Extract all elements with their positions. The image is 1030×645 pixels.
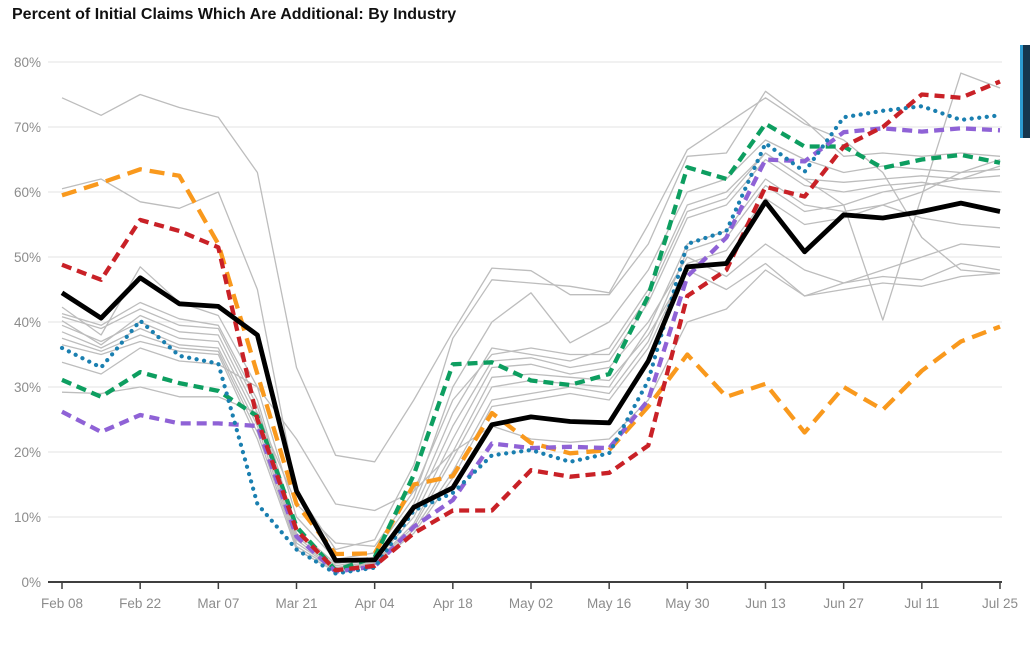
x-axis-tick-label: May 02 bbox=[509, 596, 553, 611]
x-axis-tick-label: May 16 bbox=[587, 596, 631, 611]
x-axis-tick-label: Jul 25 bbox=[982, 596, 1018, 611]
x-axis-tick-label: Feb 08 bbox=[41, 596, 83, 611]
series-purple-dashed bbox=[61, 126, 1001, 574]
x-axis-tick-label: May 30 bbox=[665, 596, 709, 611]
series-blue-dotted bbox=[59, 104, 1003, 576]
y-axis-tick-label: 80% bbox=[14, 55, 41, 70]
y-axis-tick-label: 70% bbox=[14, 120, 41, 135]
series-red-dashed bbox=[61, 79, 1001, 573]
x-axis-tick-label: Jun 27 bbox=[823, 596, 864, 611]
series-gray-3 bbox=[61, 139, 1001, 560]
x-axis-tick-label: Apr 18 bbox=[433, 596, 473, 611]
y-axis-tick-label: 40% bbox=[14, 315, 41, 330]
y-axis-tick-label: 50% bbox=[14, 250, 41, 265]
chart-title: Percent of Initial Claims Which Are Addi… bbox=[12, 6, 457, 23]
series-gray-4 bbox=[61, 152, 1001, 565]
series-orange-dashed bbox=[61, 167, 1001, 557]
series-gray-9 bbox=[61, 158, 1001, 573]
y-axis-tick-label: 30% bbox=[14, 380, 41, 395]
series-gray-2 bbox=[61, 97, 1001, 551]
series-gray-1 bbox=[61, 90, 1001, 463]
y-axis-tick-label: 0% bbox=[21, 575, 41, 590]
right-edge-blue-bar bbox=[1020, 45, 1030, 138]
series-gray-10 bbox=[61, 158, 1001, 567]
y-axis-tick-label: 20% bbox=[14, 445, 41, 460]
x-axis-tick-label: Mar 21 bbox=[275, 596, 317, 611]
x-axis-tick-label: Mar 07 bbox=[197, 596, 239, 611]
series-black-total bbox=[60, 199, 1001, 563]
x-axis-tick-label: Jun 13 bbox=[745, 596, 786, 611]
series-gray-12 bbox=[61, 72, 1001, 547]
x-axis-tick-label: Apr 04 bbox=[355, 596, 395, 611]
y-axis-tick-label: 60% bbox=[14, 185, 41, 200]
x-axis-tick-label: Jul 11 bbox=[904, 596, 939, 611]
series-gray-8 bbox=[61, 165, 1001, 571]
y-axis-tick-label: 10% bbox=[14, 510, 41, 525]
x-axis-tick-label: Feb 22 bbox=[119, 596, 161, 611]
series-gray-6 bbox=[61, 262, 1001, 570]
